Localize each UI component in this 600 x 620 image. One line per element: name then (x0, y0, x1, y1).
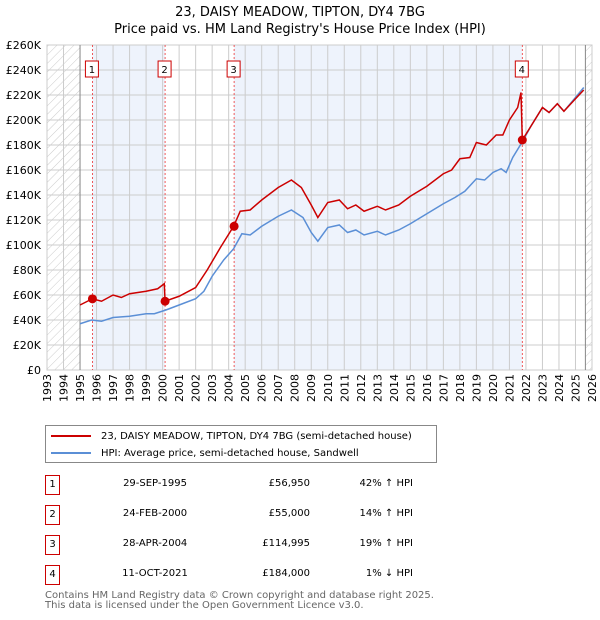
y-tick-label: £120K (6, 214, 42, 227)
x-tick-label: 1999 (140, 374, 153, 402)
x-tick-label: 2008 (289, 374, 302, 402)
sale-date: 29-SEP-1995 (123, 478, 187, 489)
sale-price: £56,950 (268, 478, 310, 489)
x-tick-label: 1995 (74, 374, 87, 402)
x-tick-label: 2020 (487, 374, 500, 402)
x-tick-label: 1997 (107, 374, 120, 402)
x-tick-label: 2006 (256, 374, 269, 402)
x-tick-label: 2005 (239, 374, 252, 402)
x-tick-label: 2022 (520, 374, 533, 402)
sale-row: 2 24-FEB-2000 £55,000 14% ↑ HPI (45, 505, 465, 525)
x-tick-label: 2018 (454, 374, 467, 402)
x-tick-label: 1998 (124, 374, 137, 402)
sale-number: 1 (45, 475, 60, 495)
y-tick-label: £80K (13, 264, 42, 277)
x-tick-label: 2024 (553, 374, 566, 402)
x-tick-label: 2019 (470, 374, 483, 402)
y-tick-label: £20K (13, 339, 42, 352)
x-tick-label: 2015 (404, 374, 417, 402)
x-tick-label: 2016 (421, 374, 434, 402)
x-tick-label: 2012 (355, 374, 368, 402)
x-tick-label: 2002 (190, 374, 203, 402)
legend: 23, DAISY MEADOW, TIPTON, DY4 7BG (semi-… (45, 425, 437, 463)
sale-point (517, 135, 527, 145)
sale-label: 3 (230, 65, 236, 76)
sale-point (229, 221, 239, 231)
sale-point (160, 296, 170, 306)
sale-label-box (157, 60, 172, 78)
x-tick-label: 1996 (91, 374, 104, 402)
x-tick-label: 2011 (338, 374, 351, 402)
y-tick-label: £220K (6, 89, 42, 102)
x-tick-label: 2010 (322, 374, 335, 402)
x-tick-label: 1993 (41, 374, 54, 402)
sale-label: 4 (519, 65, 525, 76)
y-tick-label: £260K (6, 39, 42, 52)
sale-number: 4 (45, 565, 60, 585)
y-tick-label: £200K (6, 114, 42, 127)
chart-title: 23, DAISY MEADOW, TIPTON, DY4 7BG (175, 5, 425, 20)
hpi-line (79, 87, 585, 325)
x-tick-label: 2023 (536, 374, 549, 402)
x-tick-label: 2004 (223, 374, 236, 402)
legend-item-hpi: HPI: Average price, semi-detached house,… (51, 445, 359, 461)
x-tick-label: 2025 (569, 374, 582, 402)
sale-hpi-diff: 1% ↓ HPI (365, 568, 413, 579)
y-tick-label: £240K (6, 64, 42, 77)
x-tick-label: 2001 (173, 374, 186, 402)
sale-number: 3 (45, 535, 60, 555)
x-tick-label: 2014 (388, 374, 401, 402)
sale-date: 11-OCT-2021 (122, 568, 188, 579)
legend-swatch (51, 452, 91, 454)
x-tick-label: 2000 (157, 374, 170, 402)
sale-price: £55,000 (268, 508, 310, 519)
sale-label-box (514, 60, 529, 78)
x-tick-label: 1994 (58, 374, 71, 402)
sale-number: 2 (45, 505, 60, 525)
y-tick-label: £160K (6, 164, 42, 177)
x-tick-label: 2021 (503, 374, 516, 402)
sale-label: 1 (89, 65, 95, 76)
footer-line: Contains HM Land Registry data © Crown c… (45, 590, 434, 601)
price-paid-line (79, 89, 585, 306)
x-tick-label: 2003 (206, 374, 219, 402)
sale-row: 4 11-OCT-2021 £184,000 1% ↓ HPI (45, 565, 465, 585)
x-tick-label: 2009 (305, 374, 318, 402)
sale-label-box (84, 60, 99, 78)
sale-hpi-diff: 42% ↑ HPI (359, 478, 413, 489)
sale-row: 3 28-APR-2004 £114,995 19% ↑ HPI (45, 535, 465, 555)
plot-area: 1993 1994 1995 1996 1997 1998 1999 2000 2001 2002… (6, 39, 599, 402)
legend-label: 23, DAISY MEADOW, TIPTON, DY4 7BG (semi-… (101, 430, 412, 442)
sale-label-box (226, 60, 241, 78)
sale-hpi-diff: 14% ↑ HPI (359, 508, 413, 519)
ownership-shade (234, 45, 523, 370)
x-tick-label: 2026 (586, 374, 599, 402)
legend-swatch (51, 435, 91, 437)
sale-point (87, 294, 97, 304)
sale-hpi-diff: 19% ↑ HPI (359, 538, 413, 549)
chart-subtitle: Price paid vs. HM Land Registry's House … (114, 22, 486, 37)
legend-label: HPI: Average price, semi-detached house,… (101, 447, 359, 459)
sale-row: 1 29-SEP-1995 £56,950 42% ↑ HPI (45, 475, 465, 495)
y-tick-label: £0 (27, 364, 41, 377)
x-tick-label: 2013 (371, 374, 384, 402)
footer-line: This data is licensed under the Open Gov… (45, 600, 364, 611)
sale-date: 24-FEB-2000 (122, 508, 188, 519)
x-tick-label: 2007 (272, 374, 285, 402)
y-tick-label: £180K (6, 139, 42, 152)
y-tick-label: £60K (13, 289, 42, 302)
x-tick-label: 2017 (437, 374, 450, 402)
y-tick-label: £140K (6, 189, 42, 202)
sale-price: £114,995 (262, 538, 310, 549)
sale-date: 28-APR-2004 (122, 538, 188, 549)
legend-item-property: 23, DAISY MEADOW, TIPTON, DY4 7BG (semi-… (51, 428, 412, 444)
sale-label: 2 (161, 65, 167, 76)
sale-price: £184,000 (262, 568, 310, 579)
footer: Contains HM Land Registry data © Crown c… (45, 591, 434, 611)
no-data-region (585, 45, 592, 370)
y-tick-label: £40K (13, 314, 42, 327)
y-tick-label: £100K (6, 239, 42, 252)
